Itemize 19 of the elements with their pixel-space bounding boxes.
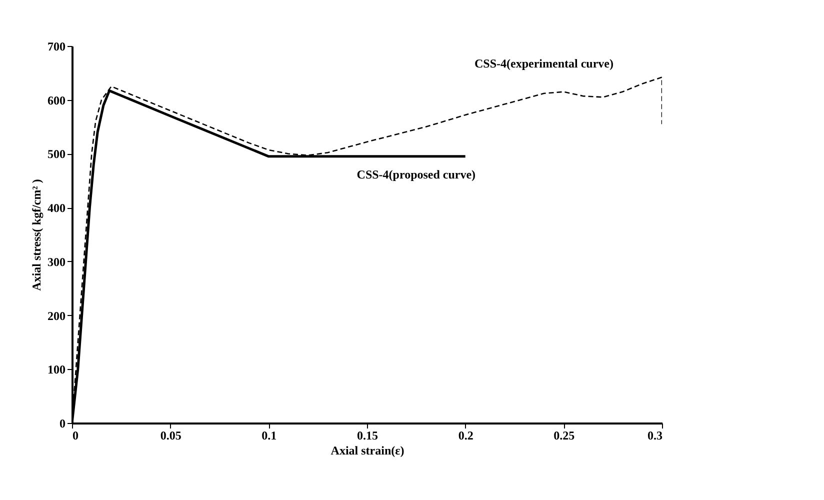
x-tick-label: 0.25 bbox=[554, 428, 575, 442]
y-axis-title: Axial stress( kgf/cm² ) bbox=[30, 179, 44, 291]
x-tick-label: 0.05 bbox=[160, 428, 182, 442]
y-tick-label: 300 bbox=[48, 254, 66, 269]
x-tick-label: 0.15 bbox=[357, 428, 378, 442]
x-tick-label: 0.1 bbox=[262, 428, 277, 442]
annotation: CSS-4(experimental curve) bbox=[474, 56, 614, 70]
y-tick-label: 600 bbox=[48, 93, 66, 108]
x-tick-label: 0.3 bbox=[648, 428, 662, 442]
x-axis-title: Axial strain(ε) bbox=[330, 444, 404, 458]
y-tick-label: 500 bbox=[48, 147, 66, 162]
y-tick-label: 0 bbox=[60, 416, 66, 430]
y-tick-label: 700 bbox=[48, 40, 66, 54]
x-tick-label: 0 bbox=[72, 428, 78, 442]
x-tick-label: 0.2 bbox=[458, 428, 474, 442]
y-tick-label: 200 bbox=[48, 308, 66, 323]
annotation: CSS-4(proposed curve) bbox=[356, 167, 476, 182]
y-tick-label: 100 bbox=[48, 362, 66, 377]
y-tick-label: 400 bbox=[48, 201, 66, 216]
